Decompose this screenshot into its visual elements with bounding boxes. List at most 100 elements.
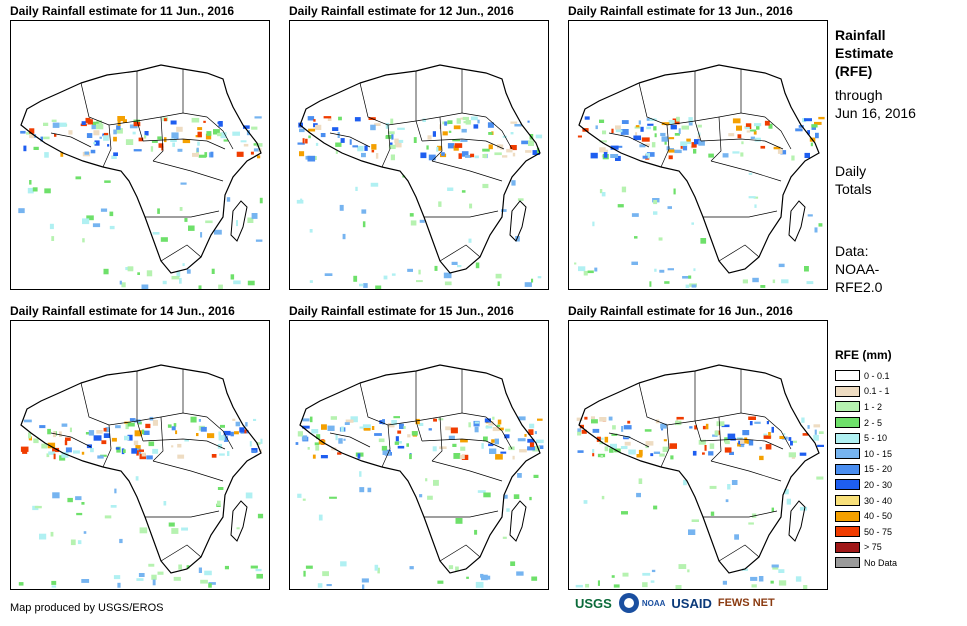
legend-item: 15 - 20 — [835, 462, 897, 478]
rainfall-cell — [599, 189, 603, 194]
rainfall-cell — [419, 494, 423, 498]
rainfall-cell — [574, 262, 577, 265]
rainfall-cell — [529, 496, 532, 501]
rainfall-cell — [460, 446, 466, 451]
rainfall-cell — [297, 431, 303, 437]
madagascar-outline — [509, 500, 527, 542]
rainfall-cell — [813, 434, 819, 441]
rainfall-cell — [409, 453, 412, 460]
rainfall-cell — [664, 281, 670, 284]
legend-item: 50 - 75 — [835, 524, 897, 540]
country-border — [431, 460, 503, 482]
rainfall-cell — [531, 278, 534, 283]
rainfall-cell — [817, 444, 824, 447]
rainfall-cell — [157, 136, 162, 140]
rainfall-cell — [599, 147, 606, 153]
rainfall-cell — [232, 131, 240, 136]
rainfall-cell — [390, 118, 394, 124]
rainfall-cell — [753, 196, 759, 199]
rainfall-cell — [359, 426, 365, 429]
rainfall-cell — [453, 453, 461, 459]
rainfall-cell — [204, 570, 212, 576]
rainfall-cell — [473, 420, 480, 427]
rainfall-cell — [474, 426, 479, 433]
rainfall-cell — [110, 505, 117, 508]
rainfall-cell — [18, 208, 25, 214]
rainfall-cell — [790, 440, 793, 446]
rainfall-cell — [744, 437, 748, 444]
rainfall-cell — [483, 436, 488, 442]
rainfall-cell — [420, 152, 427, 159]
rainfall-cell — [363, 283, 368, 288]
rainfall-cell — [529, 442, 535, 448]
rainfall-cell — [81, 121, 86, 125]
rainfall-cell — [477, 119, 480, 124]
legend-item: No Data — [835, 555, 897, 571]
rainfall-cell — [650, 453, 654, 457]
rainfall-cell — [741, 568, 748, 571]
rainfall-cell — [81, 579, 90, 583]
country-border — [145, 510, 220, 518]
rainfall-cell — [784, 489, 789, 495]
rainfall-cell — [426, 145, 429, 150]
rainfall-cell — [682, 276, 690, 279]
rainfall-cell — [300, 198, 303, 203]
rainfall-cell — [44, 152, 49, 158]
rainfall-cell — [343, 438, 346, 441]
country-border — [152, 460, 224, 482]
rainfall-cell — [160, 237, 168, 242]
country-border — [660, 124, 670, 168]
rainfall-cell — [584, 116, 590, 120]
rainfall-cell — [230, 431, 234, 437]
rainfall-cell — [250, 151, 254, 155]
rainfall-cell — [722, 153, 729, 158]
rainfall-cell — [668, 137, 675, 140]
rainfall-cell — [83, 531, 87, 534]
country-border — [152, 116, 164, 162]
rainfall-cell — [610, 145, 619, 150]
rainfall-cell — [575, 584, 583, 588]
rainfall-cell — [340, 426, 344, 432]
rainfall-cell — [795, 128, 803, 132]
rainfall-cell — [76, 512, 83, 516]
rainfall-cell — [583, 500, 588, 504]
rainfall-cell — [51, 585, 57, 588]
rainfall-cell — [257, 155, 261, 159]
rainfall-cell — [468, 238, 472, 243]
rainfall-cell — [259, 197, 263, 204]
rainfall-cell — [441, 152, 445, 156]
rainfall-cell — [144, 131, 149, 136]
rainfall-cell — [659, 269, 665, 273]
panel-title-6: Daily Rainfall estimate for 16 Jun., 201… — [568, 304, 793, 318]
rainfall-cell — [620, 446, 628, 450]
rainfall-cell — [39, 533, 47, 540]
rainfall-cell — [97, 455, 104, 459]
rainfall-cell — [469, 203, 473, 209]
rainfall-cell — [694, 139, 700, 145]
rainfall-cell — [171, 445, 174, 448]
rainfall-cell — [758, 576, 764, 582]
rainfall-cell — [93, 130, 100, 136]
rainfall-cell — [462, 116, 469, 121]
rainfall-cell — [355, 186, 358, 191]
rainfall-map-3 — [568, 20, 828, 290]
rainfall-cell — [54, 133, 57, 137]
rainfall-cell — [367, 487, 372, 493]
rainfall-cell — [474, 421, 480, 424]
rainfall-cell — [370, 124, 376, 131]
rainfall-cell — [196, 433, 199, 437]
rainfall-cell — [736, 437, 743, 440]
rainfall-cell — [602, 130, 607, 135]
rainfall-cell — [53, 453, 56, 460]
rainfall-cell — [104, 180, 111, 183]
rainfall-cell — [512, 152, 516, 157]
rainfall-cell — [536, 439, 544, 444]
rainfall-cell — [617, 204, 624, 208]
rainfall-cell — [700, 238, 707, 244]
rainfall-cell — [43, 136, 50, 140]
rainfall-cell — [152, 579, 156, 586]
country-border — [206, 416, 234, 450]
rainfall-cell — [674, 149, 682, 154]
rainfall-cell — [175, 430, 178, 435]
rainfall-cell — [763, 435, 771, 439]
